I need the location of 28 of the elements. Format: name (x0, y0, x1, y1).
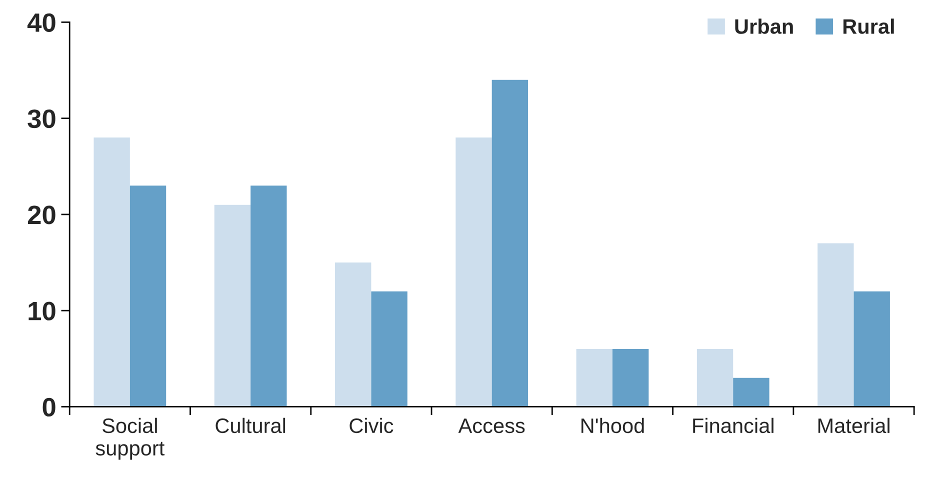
y-tick-label: 40 (27, 13, 56, 32)
bar (492, 80, 528, 407)
bar (854, 291, 890, 407)
y-tick-label: 0 (42, 398, 56, 417)
x-tick-label: Cultural (216, 418, 286, 434)
bar (130, 186, 166, 407)
bar (576, 349, 612, 407)
x-tick-label: Material (818, 418, 890, 434)
legend-label: Urban (735, 18, 793, 34)
y-tick-label: 20 (28, 206, 56, 224)
x-tick-label: Access (458, 418, 525, 434)
bar (214, 204, 251, 407)
bar (335, 262, 372, 407)
y-tick-label: 30 (28, 109, 56, 128)
y-tick-label: 10 (28, 302, 56, 320)
bar (456, 138, 492, 407)
bar (818, 243, 854, 407)
bar (371, 291, 408, 407)
bar (696, 349, 734, 407)
x-tick-label: Social support (96, 418, 165, 460)
x-tick-label: N'hood (582, 418, 644, 434)
x-tick-label: Civic (350, 418, 394, 434)
bar (94, 138, 130, 407)
bar (250, 186, 287, 407)
bar (612, 349, 649, 407)
legend-label: Rural (843, 18, 894, 34)
bar (733, 378, 770, 407)
x-tick-label: Financial (693, 418, 774, 434)
